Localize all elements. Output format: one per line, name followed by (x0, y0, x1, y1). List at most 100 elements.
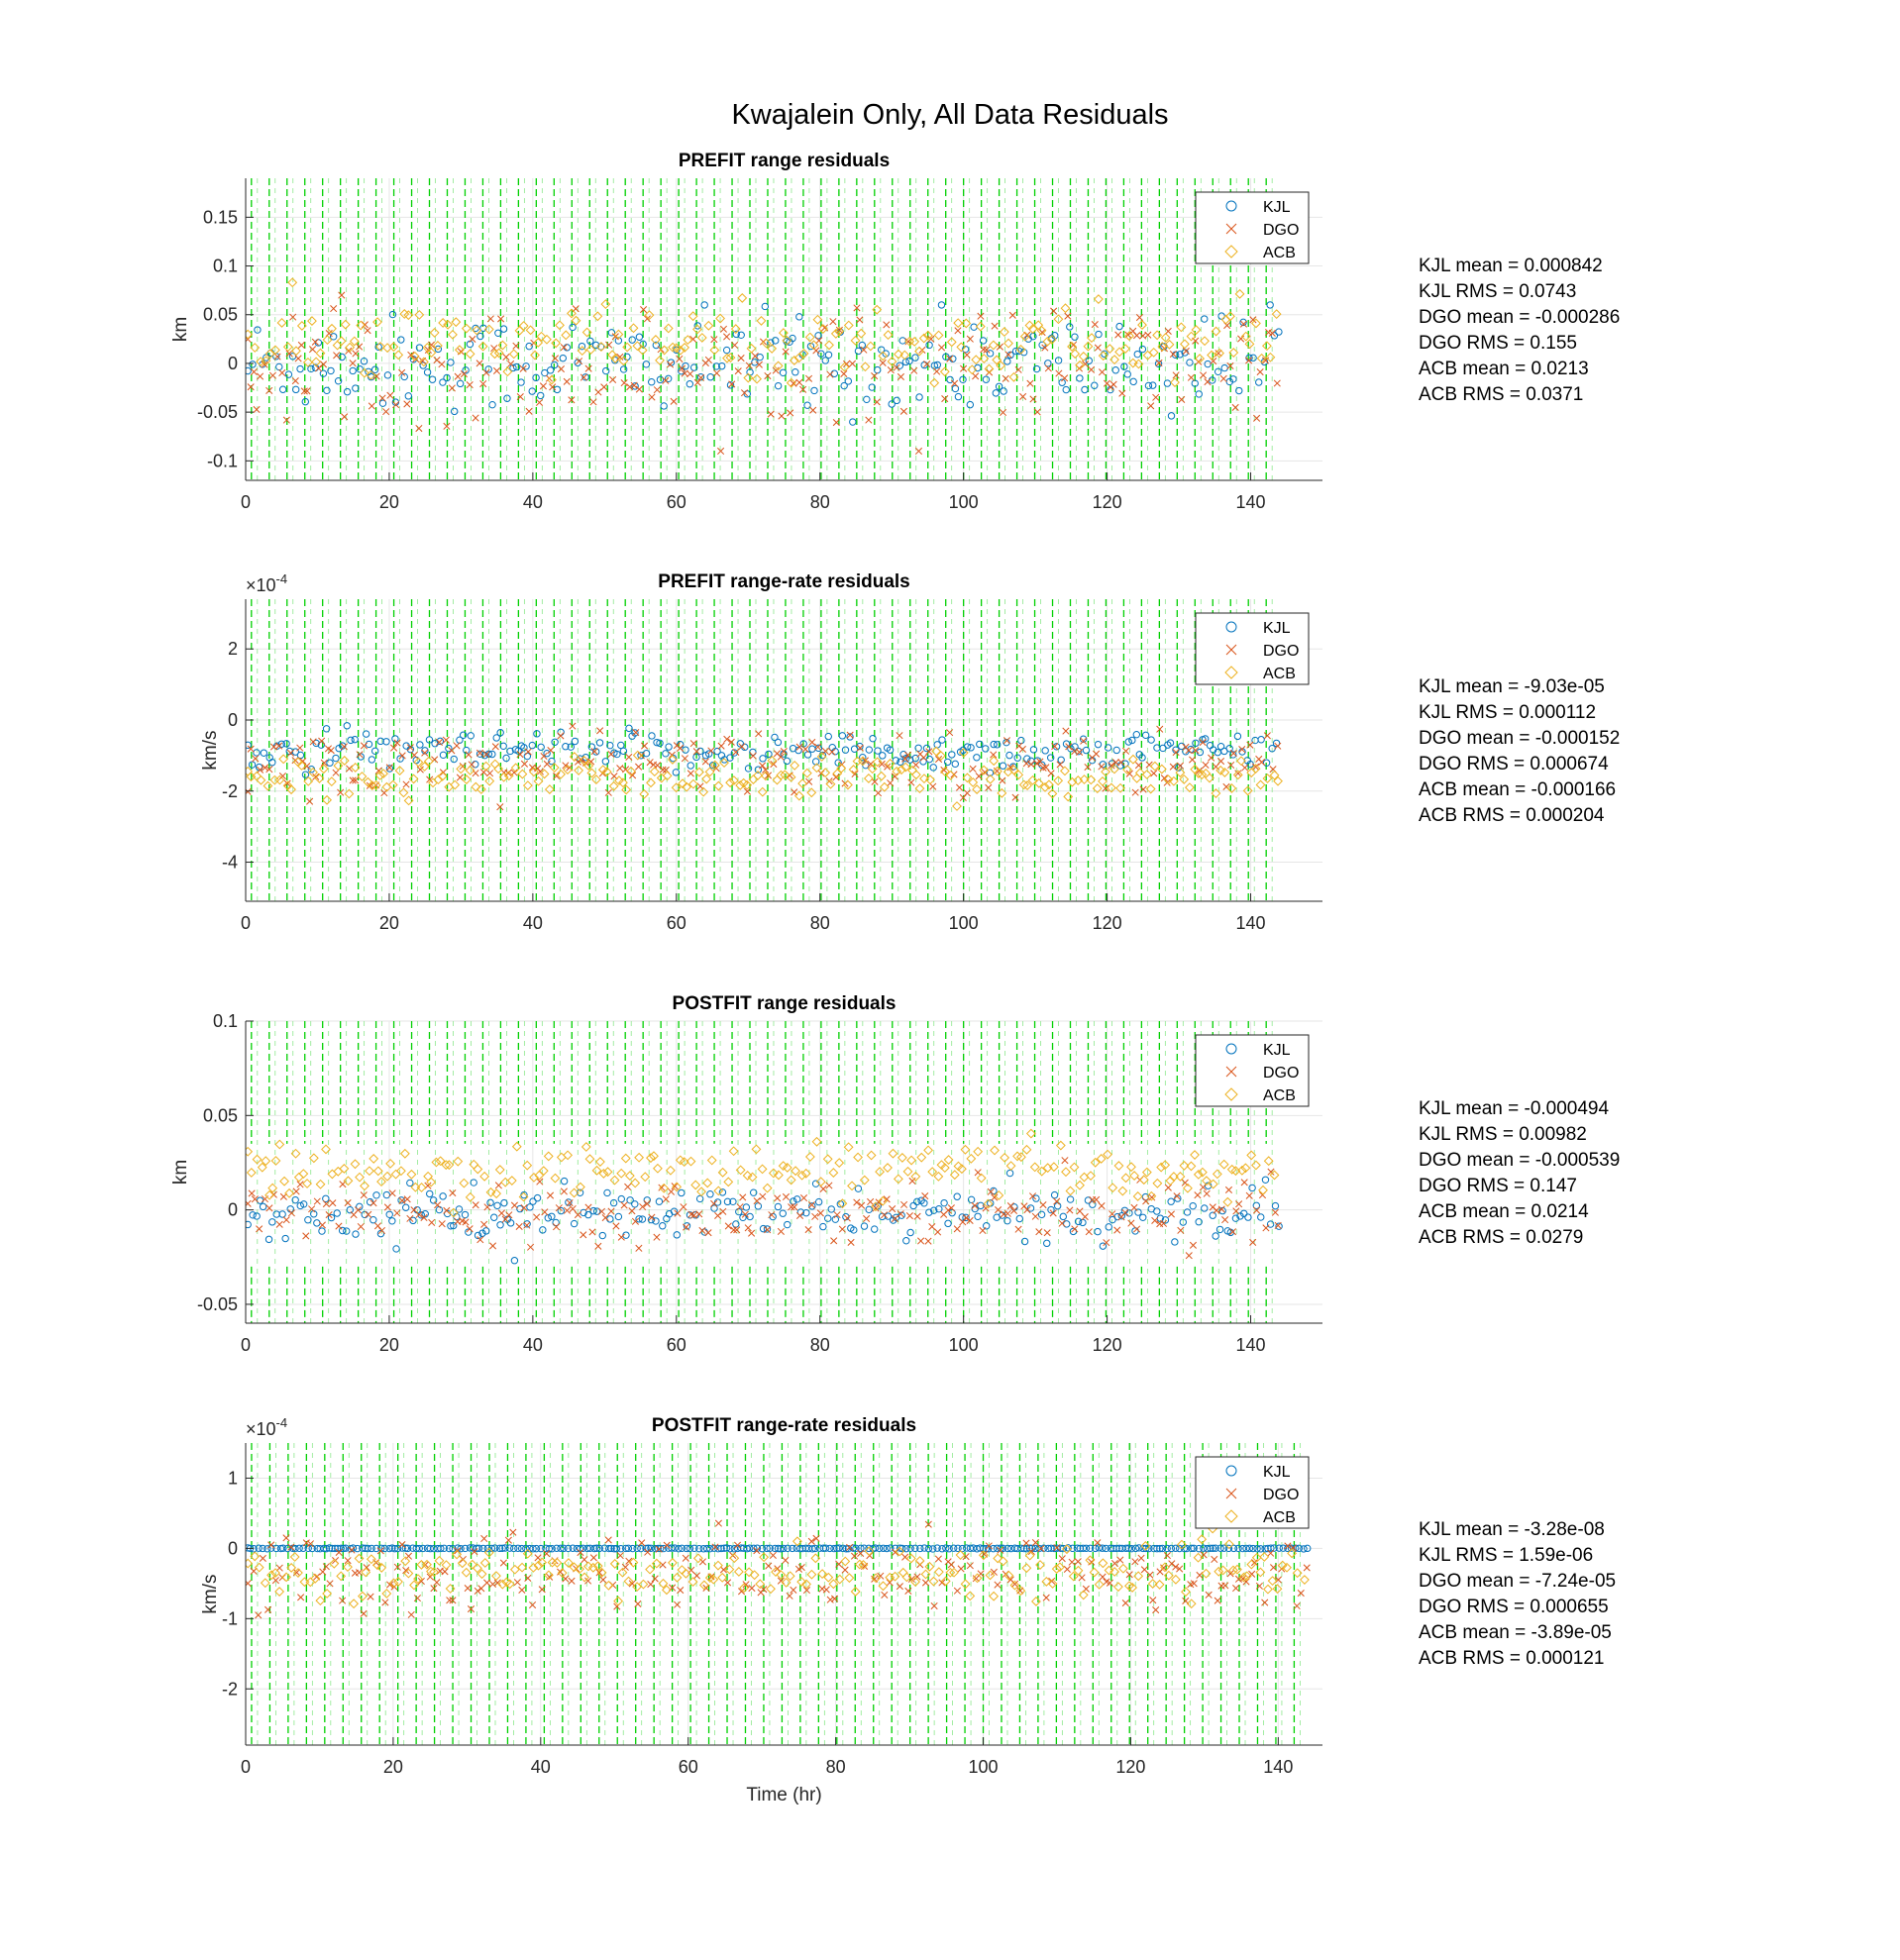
data-point (701, 758, 709, 766)
data-point (287, 1209, 295, 1217)
data-point (1250, 764, 1261, 774)
data-point (1193, 769, 1204, 778)
data-point (564, 1558, 574, 1568)
data-point (868, 383, 876, 391)
data-point (420, 1213, 428, 1221)
data-point (968, 777, 979, 787)
data-point (441, 1568, 449, 1576)
data-point (1170, 1574, 1181, 1585)
data-point (1088, 365, 1096, 373)
data-point (393, 1577, 403, 1587)
data-point (456, 764, 467, 774)
data-point (1128, 736, 1136, 745)
data-point (400, 1556, 411, 1567)
data-point (946, 337, 957, 348)
data-point (490, 1213, 498, 1221)
data-point (555, 320, 565, 331)
data-point (819, 1222, 827, 1231)
data-point (322, 1544, 331, 1553)
data-point (1117, 1211, 1126, 1220)
data-point (613, 329, 624, 340)
data-point (767, 344, 778, 354)
data-point (612, 1544, 621, 1553)
data-point (472, 1563, 482, 1574)
data-point (286, 784, 296, 795)
data-point (945, 1545, 953, 1553)
data-point (798, 349, 809, 359)
data-point (1172, 749, 1180, 757)
data-point (656, 739, 664, 748)
data-point (383, 1203, 391, 1211)
data-point (1008, 371, 1019, 382)
data-point (261, 764, 269, 772)
data-point (663, 1541, 671, 1549)
data-point (1245, 357, 1253, 364)
data-point (683, 335, 693, 346)
data-point (616, 1168, 627, 1179)
data-point (259, 1202, 267, 1211)
data-point (1201, 315, 1209, 323)
data-point (678, 1544, 686, 1552)
data-point (488, 750, 496, 759)
data-point (499, 325, 508, 333)
data-point (382, 1190, 391, 1199)
data-point (364, 327, 371, 335)
data-point (428, 1218, 436, 1226)
data-point (499, 742, 507, 751)
data-point (1214, 367, 1222, 376)
y-tick-label: 0.05 (203, 305, 238, 325)
data-point (1085, 1228, 1093, 1236)
data-point (1104, 744, 1112, 752)
data-point (426, 1177, 437, 1187)
data-point (307, 364, 315, 373)
data-point (1293, 1601, 1301, 1610)
data-point (491, 1571, 501, 1582)
data-point (1101, 767, 1110, 777)
data-point (1089, 1200, 1097, 1208)
data-point (1207, 1544, 1214, 1552)
data-point (1232, 1585, 1240, 1593)
data-point (429, 1567, 439, 1578)
data-point (1201, 735, 1210, 743)
data-point (885, 1572, 896, 1583)
data-point (474, 1231, 482, 1240)
data-point (655, 1197, 664, 1205)
data-point (550, 1173, 561, 1184)
data-point (754, 766, 763, 774)
data-point (514, 325, 525, 336)
data-point (913, 1212, 921, 1220)
data-point (1075, 360, 1085, 370)
data-point (1082, 746, 1091, 755)
data-point (804, 374, 813, 382)
data-point (322, 794, 332, 805)
data-point (726, 754, 734, 762)
data-point (626, 383, 634, 391)
data-point (306, 1540, 315, 1548)
data-point (659, 766, 667, 774)
y-tick-label: 2 (228, 639, 238, 659)
data-point (1099, 1242, 1108, 1250)
data-point (999, 408, 1007, 417)
data-point (1188, 1544, 1196, 1553)
data-point (849, 418, 857, 426)
data-point (410, 751, 418, 760)
data-point (966, 1216, 974, 1225)
data-point (444, 1160, 455, 1171)
data-point (302, 1232, 310, 1240)
data-point (1023, 755, 1031, 763)
data-point (343, 387, 352, 396)
data-point (413, 1595, 421, 1602)
data-point (660, 1544, 668, 1553)
data-point (493, 1201, 501, 1210)
data-point (1225, 1043, 1237, 1055)
y-tick-label: 0.1 (213, 257, 238, 276)
data-point (1274, 742, 1282, 750)
data-point (925, 341, 933, 350)
data-point (267, 1541, 275, 1549)
data-point (601, 767, 612, 777)
data-point (982, 745, 990, 753)
data-point (466, 380, 474, 389)
data-point (1061, 1167, 1071, 1178)
data-point (546, 1573, 554, 1581)
data-point (1160, 1562, 1170, 1573)
